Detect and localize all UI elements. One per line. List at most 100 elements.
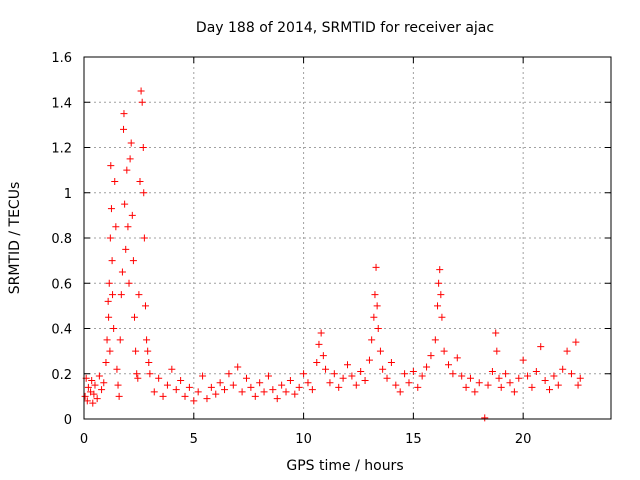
data-point [238, 388, 246, 396]
data-point [357, 367, 365, 375]
data-point [322, 365, 330, 373]
data-point [319, 352, 327, 360]
data-point [370, 313, 378, 321]
data-point [107, 162, 115, 170]
data-point [143, 336, 151, 344]
data-point [135, 291, 143, 299]
data-point [194, 388, 202, 396]
data-point [438, 313, 446, 321]
data-point [120, 125, 128, 133]
data-point [317, 329, 325, 337]
data-point [286, 377, 294, 385]
data-point [278, 381, 286, 389]
data-point [260, 388, 268, 396]
data-point [102, 358, 110, 366]
data-point [515, 374, 523, 382]
data-point [133, 370, 141, 378]
data-point [423, 363, 431, 371]
tick-layer: 0 0.2 0.4 0.6 0.8 1 1.2 1.4 1.6 0 5 10 15 20 [51, 51, 611, 447]
data-point [574, 381, 582, 389]
data-point [98, 386, 106, 394]
data-point [140, 189, 148, 197]
data-point [113, 365, 121, 373]
data-point [159, 392, 167, 400]
data-point [300, 370, 308, 378]
data-point [449, 370, 457, 378]
data-point [90, 390, 98, 398]
y-tick-label: 0.4 [51, 323, 72, 338]
data-point [212, 390, 220, 398]
data-point [105, 313, 113, 321]
data-point [563, 347, 571, 355]
data-point [104, 297, 112, 305]
data-point [414, 383, 422, 391]
data-point [466, 374, 474, 382]
data-point [127, 139, 135, 147]
data-point [435, 279, 443, 287]
data-point [117, 291, 125, 299]
data-point [445, 361, 453, 369]
data-point [401, 370, 409, 378]
data-point [126, 155, 134, 163]
data-point [462, 383, 470, 391]
data-point [418, 372, 426, 380]
data-point [374, 325, 382, 332]
data-point [541, 377, 549, 385]
data-point [488, 367, 496, 375]
data-point [172, 386, 180, 394]
data-point [83, 397, 91, 405]
data-point [111, 177, 119, 185]
data-point [567, 370, 575, 378]
data-point [405, 379, 413, 387]
x-tick-label: 10 [295, 432, 312, 447]
data-point [177, 377, 185, 385]
data-point [510, 388, 518, 396]
data-point [137, 87, 145, 95]
data-point [572, 338, 580, 346]
data-point [365, 356, 373, 364]
data-point [269, 386, 277, 394]
data-point [371, 291, 379, 299]
x-tick-label: 0 [80, 432, 88, 447]
x-axis-label: GPS time / hours [286, 458, 403, 474]
data-point [247, 383, 255, 391]
data-point [383, 374, 391, 382]
data-point [129, 257, 137, 265]
data-point [519, 356, 527, 364]
data-point [437, 291, 445, 299]
data-point [108, 257, 116, 265]
data-point [251, 392, 259, 400]
data-point [199, 372, 207, 380]
plot-frame [83, 56, 612, 420]
x-tick-label: 15 [405, 432, 422, 447]
data-point [146, 370, 154, 378]
y-axis-label: SRMTID / TECUs [7, 182, 23, 295]
data-point [471, 388, 479, 396]
data-point [339, 374, 347, 382]
data-point [330, 370, 338, 378]
data-point [295, 383, 303, 391]
data-point [100, 379, 108, 387]
data-point [109, 291, 117, 299]
y-tick-label: 0 [64, 413, 72, 428]
data-point [361, 377, 369, 385]
data-point [475, 379, 483, 387]
data-point [344, 361, 351, 369]
data-point [105, 279, 113, 287]
data-point [190, 397, 198, 405]
data-point [484, 381, 492, 389]
data-point [436, 266, 444, 274]
data-point [326, 379, 334, 387]
data-point [163, 381, 171, 389]
data-point [368, 336, 376, 344]
data-point [145, 358, 153, 366]
data-point [136, 177, 144, 185]
data-point [185, 383, 193, 391]
data-point [256, 379, 264, 387]
y-tick-label: 0.6 [51, 277, 72, 292]
y-tick-label: 0.8 [51, 232, 72, 247]
data-point [112, 223, 120, 231]
data-point [506, 379, 514, 387]
data-point [229, 381, 237, 389]
